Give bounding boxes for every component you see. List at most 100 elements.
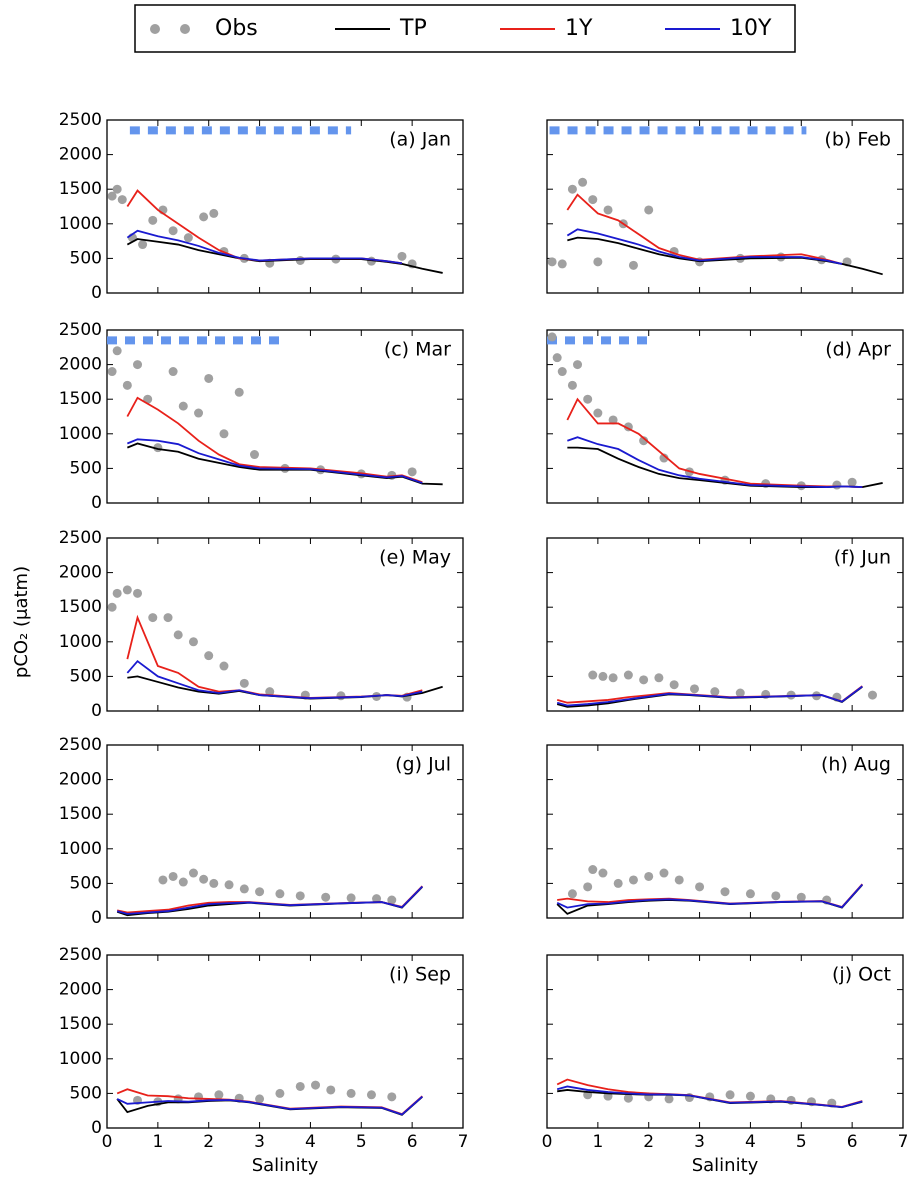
obs-point — [547, 257, 557, 267]
obs-point — [122, 380, 132, 390]
legend-label: 1Y — [565, 16, 593, 41]
series-line — [567, 436, 863, 488]
obs-point — [178, 877, 188, 887]
obs-point — [725, 1090, 735, 1100]
series-line — [126, 238, 443, 274]
obs-point — [209, 878, 219, 888]
x-tick-label: 5 — [796, 1132, 807, 1152]
obs-point — [224, 880, 234, 890]
y-tick-label: 2000 — [59, 355, 102, 375]
obs-point — [745, 1091, 755, 1101]
obs-point — [639, 436, 649, 446]
y-tick-label: 2000 — [59, 563, 102, 583]
obs-point — [163, 613, 173, 623]
y-tick-label: 500 — [70, 1083, 102, 1103]
obs-point — [112, 588, 122, 598]
y-tick-label: 1000 — [59, 632, 102, 652]
y-tick-label: 1500 — [59, 597, 102, 617]
obs-point — [608, 673, 618, 683]
obs-point — [133, 360, 143, 370]
x-tick-label: 7 — [898, 1132, 909, 1152]
y-tick-label: 2500 — [59, 110, 102, 130]
panel-title: (g) Jul — [395, 754, 451, 776]
plot-frame — [106, 119, 464, 294]
y-tick-label: 1500 — [59, 389, 102, 409]
obs-point — [628, 260, 638, 270]
obs-point — [183, 233, 193, 243]
obs-point — [695, 882, 705, 892]
x-tick-label: 6 — [847, 1132, 858, 1152]
obs-point — [209, 208, 219, 218]
legend-label: TP — [399, 16, 427, 41]
y-tick-label: 2500 — [59, 945, 102, 965]
obs-point — [255, 1094, 265, 1104]
obs-point — [275, 1088, 285, 1098]
series-line — [126, 229, 403, 265]
panel-title: (e) May — [379, 547, 451, 569]
obs-point — [639, 675, 649, 685]
obs-point — [583, 882, 593, 892]
x-tick-label: 0 — [542, 1132, 553, 1152]
y-tick-label: 2500 — [59, 320, 102, 340]
obs-point — [199, 212, 209, 222]
plot-frame — [546, 329, 904, 504]
y-tick-label: 0 — [91, 701, 102, 721]
obs-point — [107, 367, 117, 377]
panel-title: (i) Sep — [389, 964, 451, 986]
y-tick-label: 1500 — [59, 804, 102, 824]
obs-point — [148, 215, 158, 225]
panel-title: (f) Jun — [834, 547, 891, 569]
obs-point — [593, 257, 603, 267]
x-axis-label: Salinity — [692, 1155, 759, 1176]
obs-point — [311, 1080, 321, 1090]
plot-frame — [106, 954, 464, 1129]
y-tick-label: 0 — [91, 493, 102, 513]
obs-point — [552, 353, 562, 363]
y-tick-label: 500 — [70, 873, 102, 893]
series-line — [126, 659, 423, 700]
obs-point — [669, 680, 679, 690]
plot-frame — [546, 119, 904, 294]
obs-point — [567, 889, 577, 899]
plot-frame — [106, 744, 464, 919]
x-axis-label: Salinity — [252, 1155, 319, 1176]
obs-point — [138, 240, 148, 250]
obs-point — [613, 878, 623, 888]
obs-point — [689, 684, 699, 694]
y-tick-label: 500 — [70, 458, 102, 478]
obs-point — [654, 673, 664, 683]
obs-point — [583, 394, 593, 404]
obs-point — [387, 1092, 397, 1102]
obs-point — [720, 887, 730, 897]
y-tick-label: 1000 — [59, 839, 102, 859]
x-tick-label: 5 — [356, 1132, 367, 1152]
obs-point — [107, 602, 117, 612]
obs-point — [239, 884, 249, 894]
obs-point — [112, 346, 122, 356]
obs-point — [194, 408, 204, 418]
obs-point — [326, 1085, 336, 1095]
obs-point — [567, 380, 577, 390]
obs-point — [598, 868, 608, 878]
obs-point — [847, 477, 857, 487]
y-tick-label: 500 — [70, 248, 102, 268]
y-tick-label: 2500 — [59, 735, 102, 755]
obs-point — [547, 332, 557, 342]
obs-point — [249, 450, 259, 460]
obs-point — [603, 205, 613, 215]
plot-frame — [546, 537, 904, 712]
obs-point — [265, 687, 275, 697]
series-line — [556, 1085, 863, 1109]
series-line — [556, 883, 863, 909]
obs-point — [199, 874, 209, 884]
x-tick-label: 4 — [745, 1132, 756, 1152]
obs-point — [158, 875, 168, 885]
y-tick-label: 2000 — [59, 980, 102, 1000]
obs-point — [188, 637, 198, 647]
obs-point — [598, 671, 608, 681]
obs-point — [745, 889, 755, 899]
series-line — [566, 228, 843, 265]
obs-point — [588, 865, 598, 875]
x-tick-label: 2 — [203, 1132, 214, 1152]
